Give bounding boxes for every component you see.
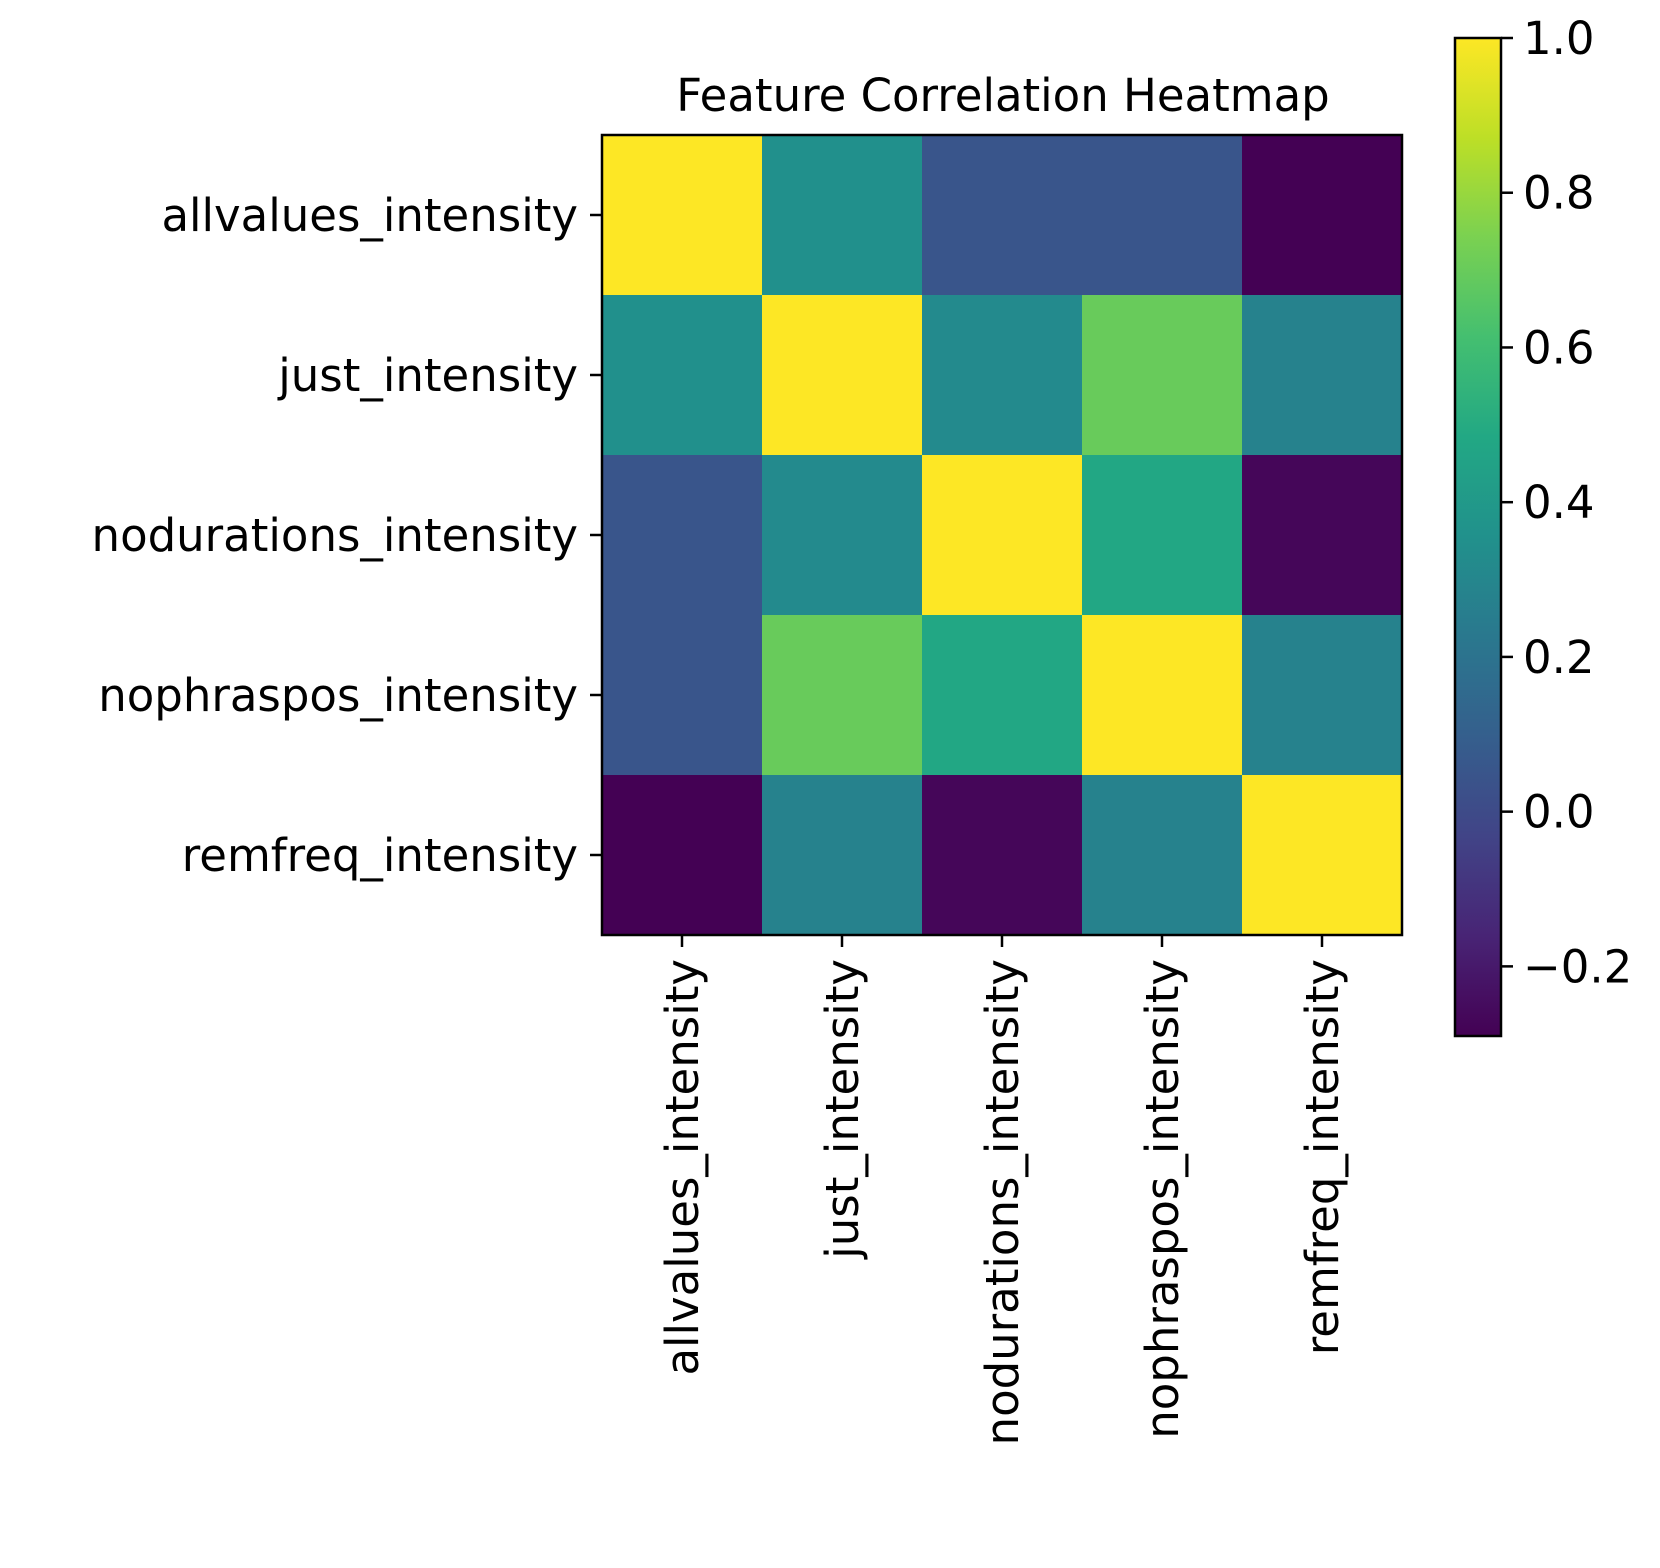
heatmap-cell-r2-c1 — [762, 455, 923, 616]
heatmap-cell-r3-c0 — [602, 615, 763, 776]
heatmap-cell-r3-c4 — [1242, 615, 1403, 776]
heatmap-cell-r4-c1 — [762, 775, 923, 936]
colorbar-tick-label: 0.8 — [1523, 167, 1595, 220]
heatmap-cell-r1-c1 — [762, 295, 923, 456]
colorbar-tick-label: 0.6 — [1523, 321, 1595, 374]
colorbar-gradient — [1455, 38, 1501, 1036]
x-tick-label: remfreq_intensity — [1296, 959, 1349, 1355]
x-axis-ticks: allvalues_intensity just_intensity nodurat… — [656, 935, 1349, 1445]
y-tick-label: remfreq_intensity — [182, 829, 578, 882]
colorbar-tick-label: 0.2 — [1523, 631, 1595, 684]
y-tick-label: just_intensity — [277, 349, 578, 402]
heatmap-cell-r4-c2 — [922, 775, 1083, 936]
heatmap-cell-r1-c0 — [602, 295, 763, 456]
y-tick-label: allvalues_intensity — [161, 189, 578, 242]
colorbar-ticks: −0.2 0.0 0.2 0.4 0.6 0.8 1.0 — [1501, 12, 1632, 993]
heatmap-cell-r0-c0 — [602, 135, 763, 296]
heatmap-cell-r2-c4 — [1242, 455, 1403, 616]
y-axis-ticks: allvalues_intensity just_intensitynodurat… — [92, 189, 602, 882]
x-tick-label: allvalues_intensity — [656, 959, 709, 1376]
heatmap-cell-r0-c4 — [1242, 135, 1403, 296]
colorbar-frame — [1453, 36, 1503, 1038]
heatmap-cell-r4-c3 — [1082, 775, 1243, 936]
heatmap-cell-r4-c0 — [602, 775, 763, 936]
x-tick-label: nodurations_intensity — [976, 959, 1029, 1445]
heatmap-cell-r1-c2 — [922, 295, 1083, 456]
heatmap-cell-r1-c4 — [1242, 295, 1403, 456]
colorbar-tick-label: 0.0 — [1523, 786, 1595, 839]
colorbar-tick-label: 0.4 — [1523, 476, 1595, 529]
y-tick-label: nophraspos_intensity — [98, 669, 578, 722]
heatmap-cell-r3-c3 — [1082, 615, 1243, 776]
chart-title: Feature Correlation Heatmap — [676, 69, 1330, 122]
x-tick-label: nophraspos_intensity — [1136, 959, 1189, 1439]
colorbar-tick-label: −0.2 — [1523, 940, 1632, 993]
y-tick-label: nodurations_intensity — [92, 509, 578, 562]
heatmap-cell-r2-c0 — [602, 455, 763, 616]
heatmap-cell-r3-c2 — [922, 615, 1083, 776]
heatmap-cell-r0-c1 — [762, 135, 923, 296]
heatmap-cell-r2-c2 — [922, 455, 1083, 616]
colorbar: −0.2 0.0 0.2 0.4 0.6 0.8 1.0 — [1453, 12, 1632, 1038]
heatmap-cells — [602, 135, 1403, 936]
heatmap-cell-r4-c4 — [1242, 775, 1403, 936]
heatmap-cell-r3-c1 — [762, 615, 923, 776]
heatmap-cell-r2-c3 — [1082, 455, 1243, 616]
x-tick-label: just_intensity — [816, 959, 869, 1260]
colorbar-tick-label: 1.0 — [1523, 12, 1595, 65]
heatmap-cell-r1-c3 — [1082, 295, 1243, 456]
heatmap-cell-r0-c2 — [922, 135, 1083, 296]
heatmap-cell-r0-c3 — [1082, 135, 1243, 296]
